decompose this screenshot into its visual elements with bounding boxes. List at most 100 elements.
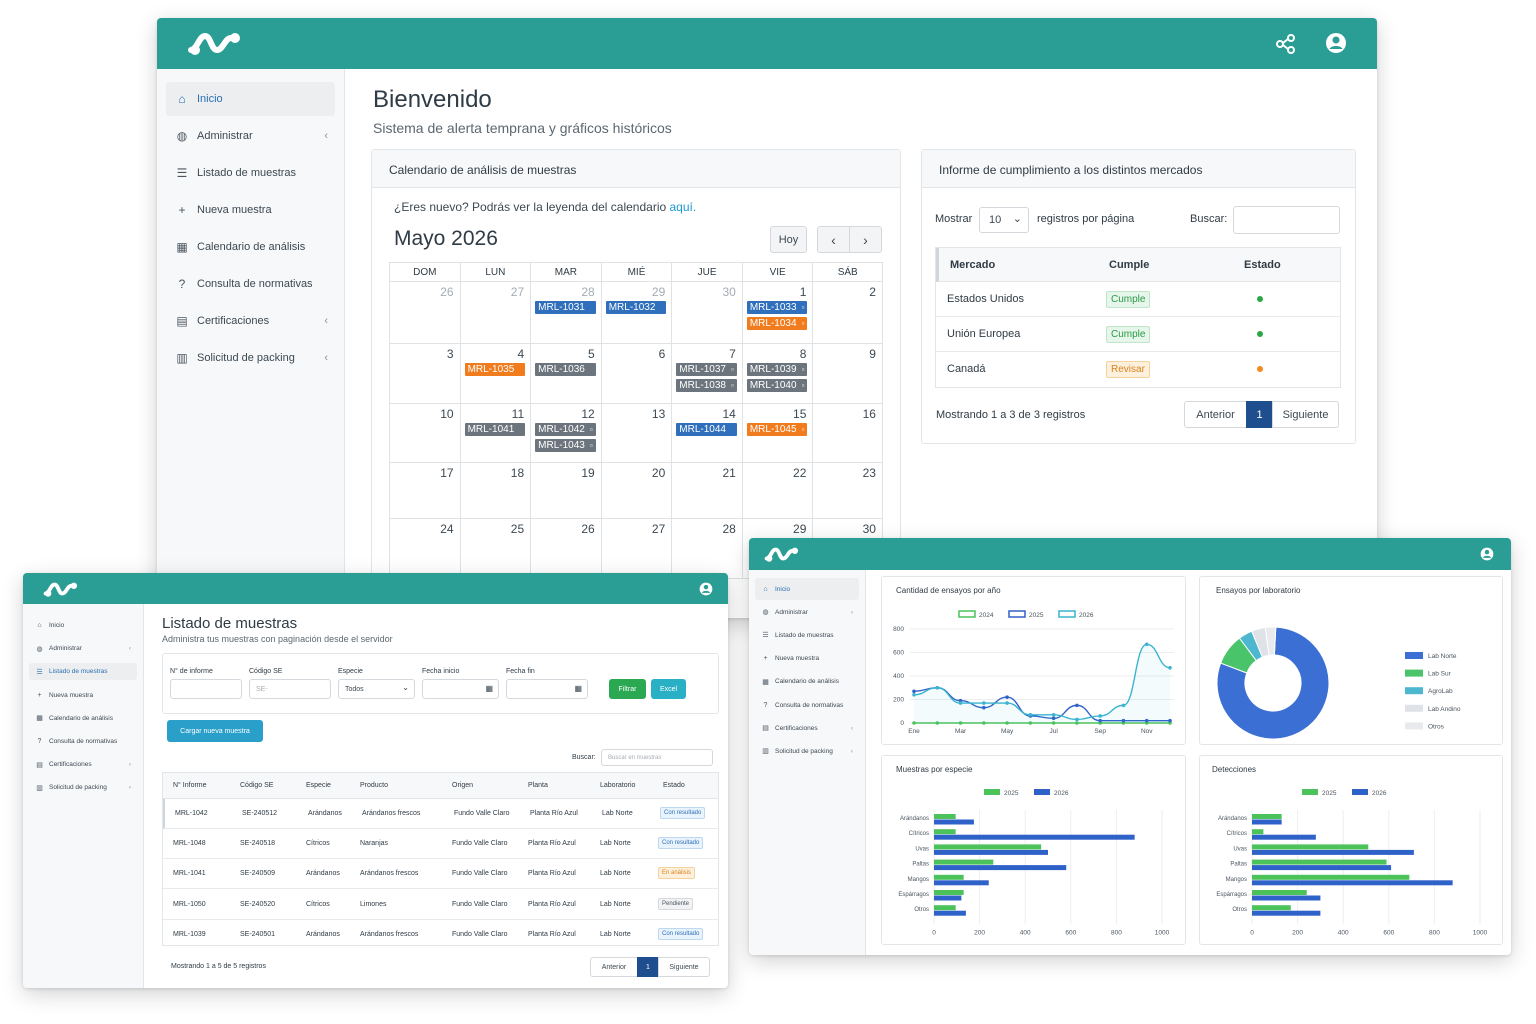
calendar-day-cell[interactable]: 29 [600,282,672,344]
bar-2026[interactable] [1252,910,1321,916]
sidebar-item-certificaciones[interactable]: ▤ Certificaciones ‹ [166,304,335,338]
calendar-event[interactable]: MRL-1044 [676,423,737,436]
table-row[interactable]: MRL-1048 SE-240518 Cítricos Naranjas Fundo V… [163,829,718,860]
legend-item[interactable]: 2025 [984,789,1019,797]
column-header[interactable]: Origen [452,782,474,789]
bar-2025[interactable] [934,905,956,911]
sidebar-item-nueva-muestra[interactable]: + Nueva muestra [29,687,137,704]
bar-2026[interactable] [934,895,962,901]
calendar-event[interactable]: MRL-1038 ▫ [676,379,737,392]
sidebar-item-listado-de-muestras[interactable]: ☰ Listado de muestras [29,663,137,681]
column-header[interactable]: Planta [528,782,548,789]
legend-item[interactable]: 2026 [1352,789,1387,797]
codigo-input[interactable]: SE- [249,679,331,699]
bar-2025[interactable] [1252,829,1264,835]
sidebar-item-consulta-de-normativas[interactable]: ? Consulta de normativas [166,267,335,301]
calendar-event[interactable]: MRL-1032 [605,301,667,314]
column-header[interactable]: Especie [306,782,331,789]
sidebar-item-inicio[interactable]: ⌂ Inicio [755,578,859,600]
sidebar-item-consulta-de-normativas[interactable]: ? Consulta de normativas [755,694,859,716]
prev-month-button[interactable]: ‹ [817,226,850,253]
legend-item[interactable]: 2024 [958,610,994,619]
calendar-event[interactable]: MRL-1031 [535,301,596,314]
table-row[interactable]: MRL-1041 SE-240509 Arándanos Arándanos fres… [163,859,718,890]
calendar-day-cell[interactable]: 27 [600,519,672,579]
calendar-day-cell[interactable]: 27 [459,282,531,344]
informe-input[interactable] [170,679,242,699]
calendar-day-cell[interactable]: 15 [741,404,813,463]
legend-item[interactable]: 2025 [1008,610,1044,619]
sidebar-item-nueva-muestra[interactable]: + Nueva muestra [166,193,335,227]
sidebar-item-solicitud-de-packing[interactable]: ▥ Solicitud de packing ‹ [755,740,859,762]
today-button[interactable]: Hoy [770,226,807,253]
table-row[interactable]: MRL-1050 SE-240520 Cítricos Limones Fundo Va… [163,890,718,920]
calendar-event[interactable]: MRL-1045 ▫ [746,423,808,436]
app-logo[interactable] [187,28,243,58]
bar-2026[interactable] [934,834,1135,840]
sidebar-item-inicio[interactable]: ⌂ Inicio [29,617,137,634]
table-row[interactable]: MRL-1039 SE-240501 Arándanos Arándanos fres… [163,920,718,950]
calendar-day-cell[interactable]: 12 [530,404,601,463]
app-logo[interactable] [764,544,800,564]
sidebar-item-listado-de-muestras[interactable]: ☰ Listado de muestras [755,624,859,646]
bar-2025[interactable] [934,859,994,865]
calendar-event[interactable]: MRL-1042 ▫ [535,423,596,436]
table-row[interactable]: Unión Europea Cumple [936,317,1340,352]
calendar-icon[interactable]: ▦ [485,684,493,693]
sidebar-item-solicitud-de-packing[interactable]: ▥ Solicitud de packing ‹ [166,341,335,375]
calendar-event[interactable]: MRL-1041 [464,423,526,436]
calendar-day-cell[interactable]: 9 [812,344,883,404]
calendar-event[interactable]: MRL-1036 [535,363,596,376]
sidebar-item-calendario-de-analisis[interactable]: ▦ Calendario de análisis [755,671,859,693]
next-page-button[interactable]: Siguiente [1272,401,1339,428]
calendar-day-cell[interactable]: 16 [812,404,883,463]
calendar-day-cell[interactable]: 10 [389,404,460,463]
bar-2026[interactable] [1252,895,1321,901]
legend-item[interactable]: Lab Sur [1405,669,1452,678]
column-header[interactable]: Producto [360,782,389,789]
bar-2026[interactable] [1252,819,1282,825]
bar-2026[interactable] [1252,880,1453,886]
app-logo[interactable] [43,579,79,599]
calendar-day-cell[interactable]: 7 [671,344,742,404]
bar-2025[interactable] [1252,874,1410,880]
page-1-button[interactable]: 1 [1246,401,1273,428]
calendar-event[interactable]: MRL-1035 [464,363,526,376]
calendar-day-cell[interactable]: 6 [600,344,672,404]
calendar-day-cell[interactable]: 18 [459,463,531,519]
sidebar-item-certificaciones[interactable]: ▤ Certificaciones ‹ [755,717,859,739]
calendar-icon[interactable]: ▦ [574,684,582,693]
legend-item[interactable]: 2025 [1302,789,1337,797]
column-header[interactable]: Código SE [240,782,274,789]
legend-item[interactable]: AgroLab [1405,687,1453,695]
legend-item[interactable]: 2026 [1058,610,1094,619]
bar-2026[interactable] [934,910,966,916]
calendar-day-cell[interactable]: 30 [671,282,742,344]
user-account-icon[interactable] [1479,546,1494,561]
calendar-day-cell[interactable]: 11 [459,404,531,463]
table-search-input[interactable]: Buscar en muestras [601,749,713,766]
bar-2026[interactable] [934,865,1067,871]
calendar-event[interactable]: MRL-1037 ▫ [676,363,737,376]
bar-2025[interactable] [934,890,964,895]
bar-2026[interactable] [934,880,989,886]
table-row[interactable]: Canadá Revisar [936,352,1340,387]
user-account-icon[interactable] [1324,31,1348,55]
bar-2026[interactable] [934,849,1048,855]
bar-2025[interactable] [1252,905,1291,911]
page-size-select[interactable]: 10 ⌄ [979,207,1029,233]
calendar-day-cell[interactable]: 20 [600,463,672,519]
calendar-day-cell[interactable]: 28 [671,519,742,579]
table-row[interactable]: Estados Unidos Cumple [936,282,1340,317]
calendar-event[interactable]: MRL-1040 ▫ [746,379,808,392]
calendar-day-cell[interactable]: 13 [600,404,672,463]
especie-select[interactable]: Todos ⌄ [338,679,415,699]
column-header[interactable]: Mercado [950,259,996,271]
sidebar-item-administrar[interactable]: ◍ Administrar ‹ [755,601,859,623]
sidebar-item-consulta-de-normativas[interactable]: ? Consulta de normativas [29,733,137,750]
column-header[interactable]: Estado [663,782,685,789]
calendar-event[interactable]: MRL-1034 ▫ [746,317,808,330]
column-header[interactable]: Estado [1244,259,1281,271]
filter-button[interactable]: Filtrar [609,679,646,699]
legend-item[interactable]: Lab Andino [1405,704,1461,713]
